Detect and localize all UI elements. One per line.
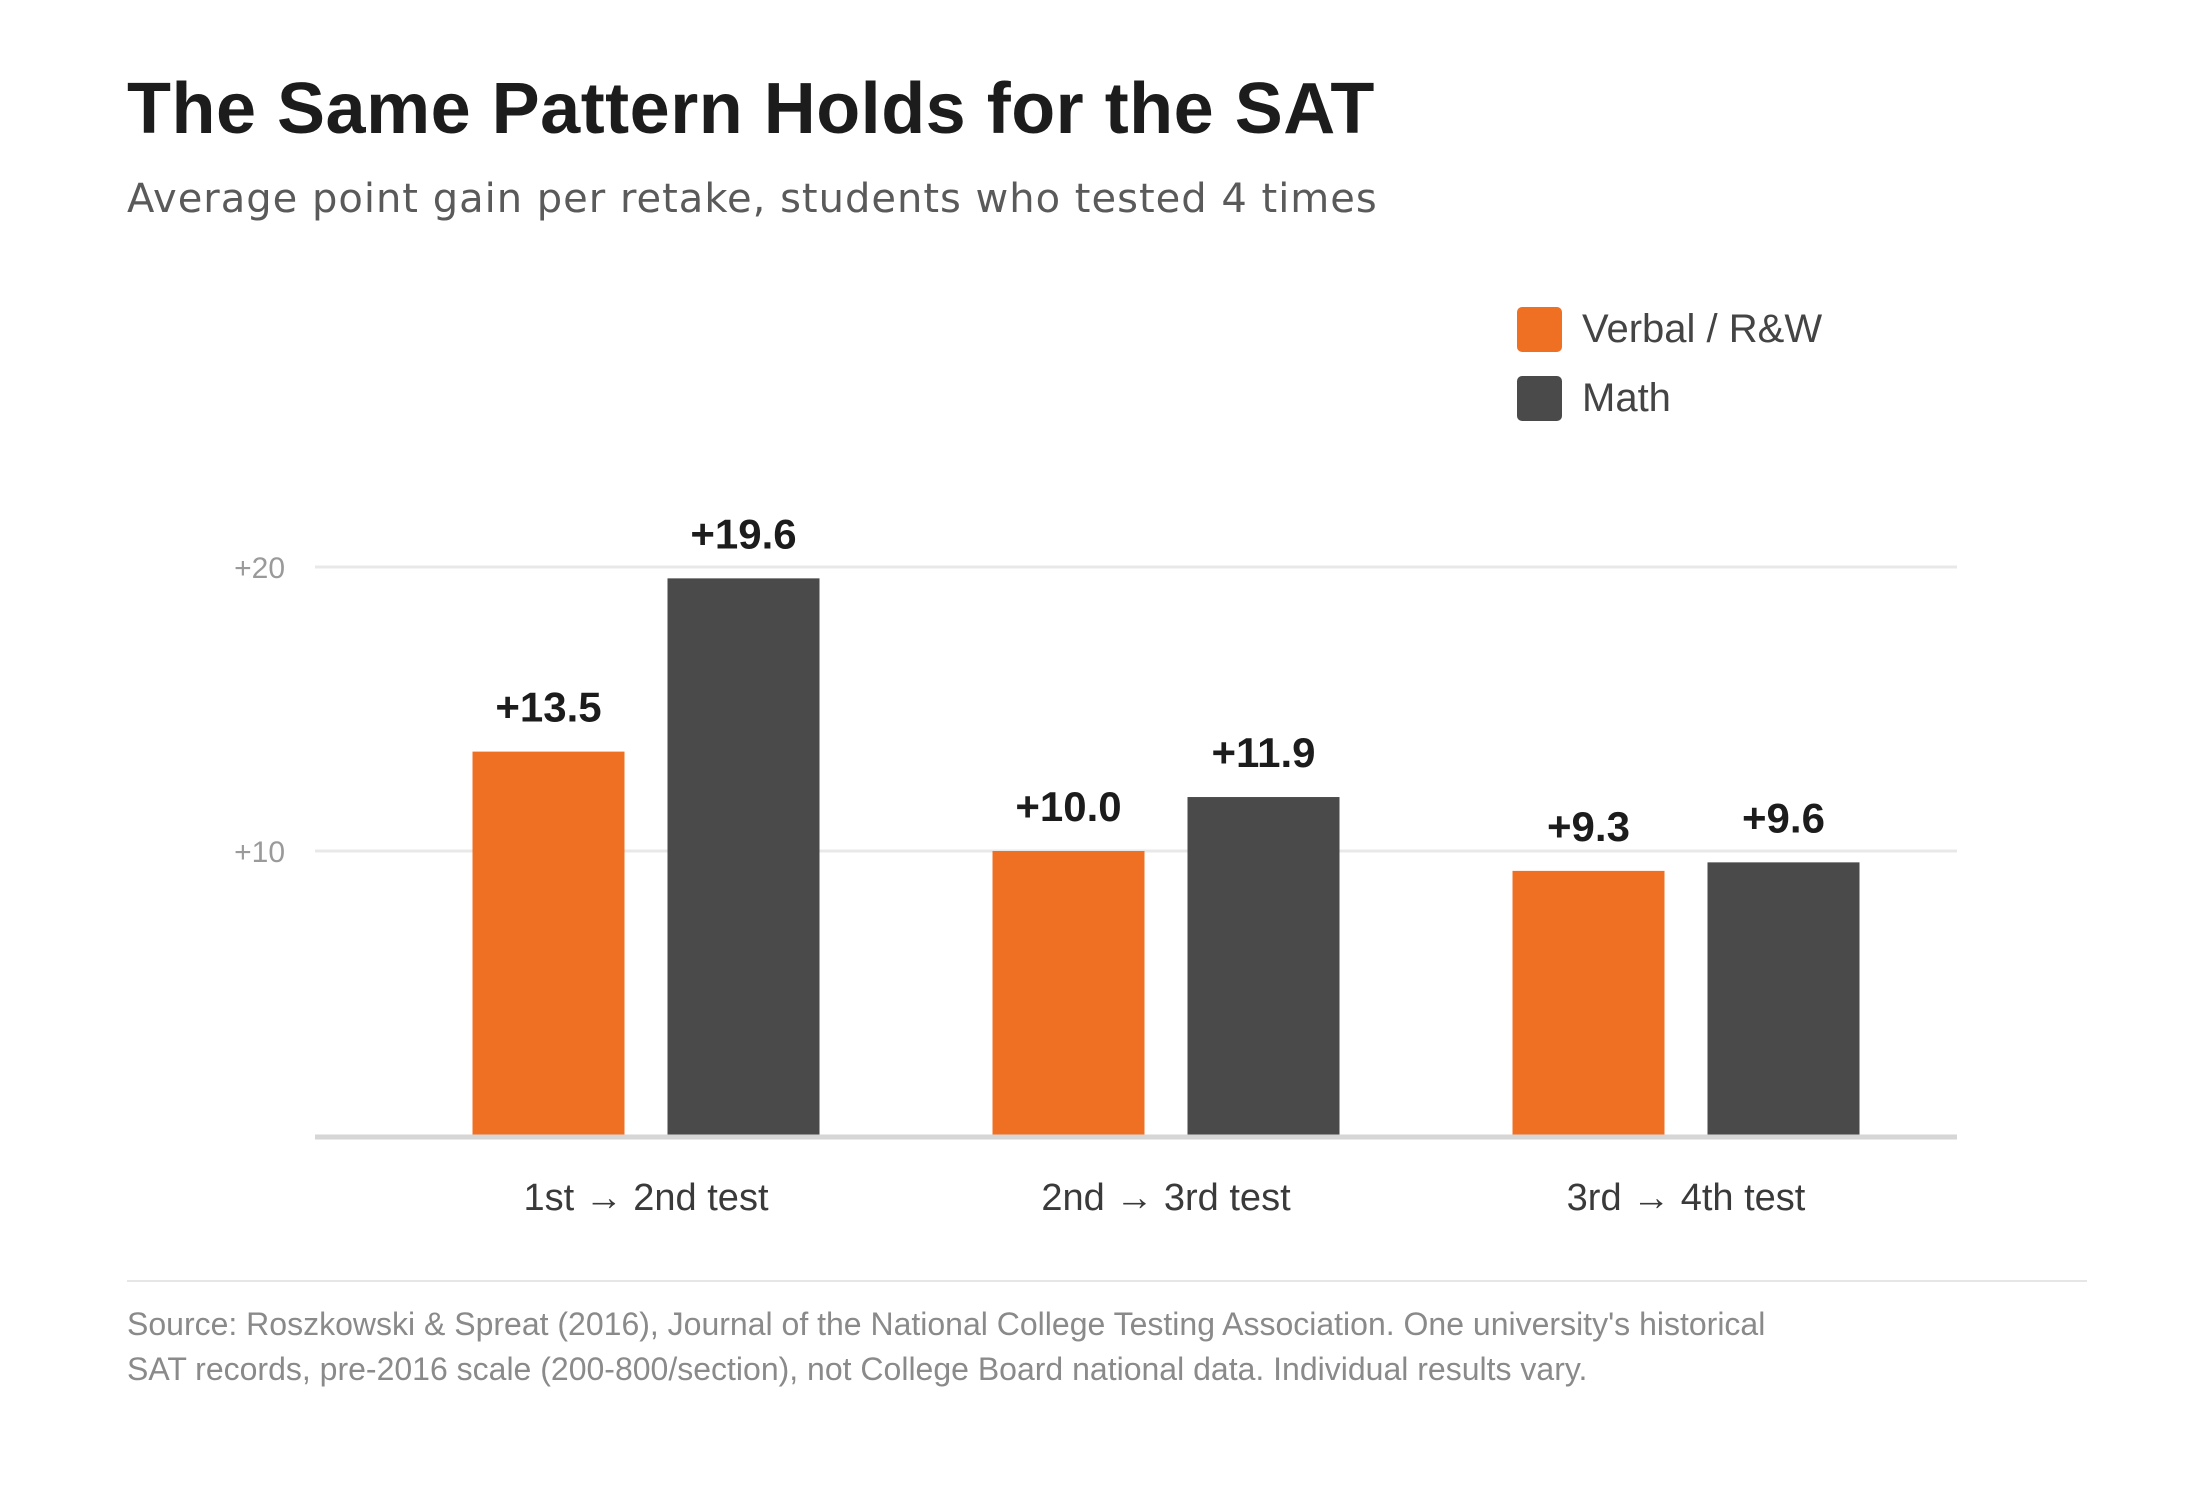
x-category-label: 1st → 2nd test bbox=[523, 1177, 768, 1219]
bar-verbal-2 bbox=[992, 851, 1145, 1135]
footer-divider bbox=[127, 1280, 2087, 1282]
x-category-label: 3rd → 4th test bbox=[1567, 1177, 1806, 1219]
data-label: +9.6 bbox=[1742, 794, 1825, 841]
legend-label-math: Math bbox=[1582, 375, 1671, 420]
bar-math-2 bbox=[1187, 797, 1340, 1135]
bar-math-3 bbox=[1707, 862, 1860, 1135]
source-line-2: SAT records, pre-2016 scale (200-800/sec… bbox=[127, 1351, 1588, 1387]
y-tick-label: +10 bbox=[234, 836, 285, 869]
bar-math-1 bbox=[667, 578, 820, 1135]
data-label: +9.3 bbox=[1547, 803, 1630, 850]
source-line-1: Source: Roszkowski & Spreat (2016), Jour… bbox=[127, 1306, 1766, 1342]
y-tick-label: +20 bbox=[234, 552, 285, 585]
legend-item-verbal: Verbal / R&W bbox=[1517, 306, 1822, 352]
legend: Verbal / R&W Math bbox=[1517, 306, 1822, 444]
bar-verbal-1 bbox=[472, 751, 625, 1135]
legend-item-math: Math bbox=[1517, 375, 1822, 421]
chart-subtitle: Average point gain per retake, students … bbox=[127, 176, 1378, 222]
data-label: +19.6 bbox=[690, 510, 796, 557]
x-category-label: 2nd → 3rd test bbox=[1041, 1177, 1291, 1219]
legend-label-verbal: Verbal / R&W bbox=[1582, 306, 1823, 351]
bar-verbal-3 bbox=[1512, 870, 1665, 1135]
legend-swatch-math bbox=[1517, 375, 1562, 421]
data-label: +13.5 bbox=[495, 684, 601, 731]
data-label: +10.0 bbox=[1015, 783, 1121, 830]
data-label: +11.9 bbox=[1212, 729, 1316, 776]
source-note: Source: Roszkowski & Spreat (2016), Jour… bbox=[127, 1302, 1927, 1392]
chart-title: The Same Pattern Holds for the SAT bbox=[127, 69, 1375, 149]
legend-swatch-verbal bbox=[1517, 306, 1562, 352]
